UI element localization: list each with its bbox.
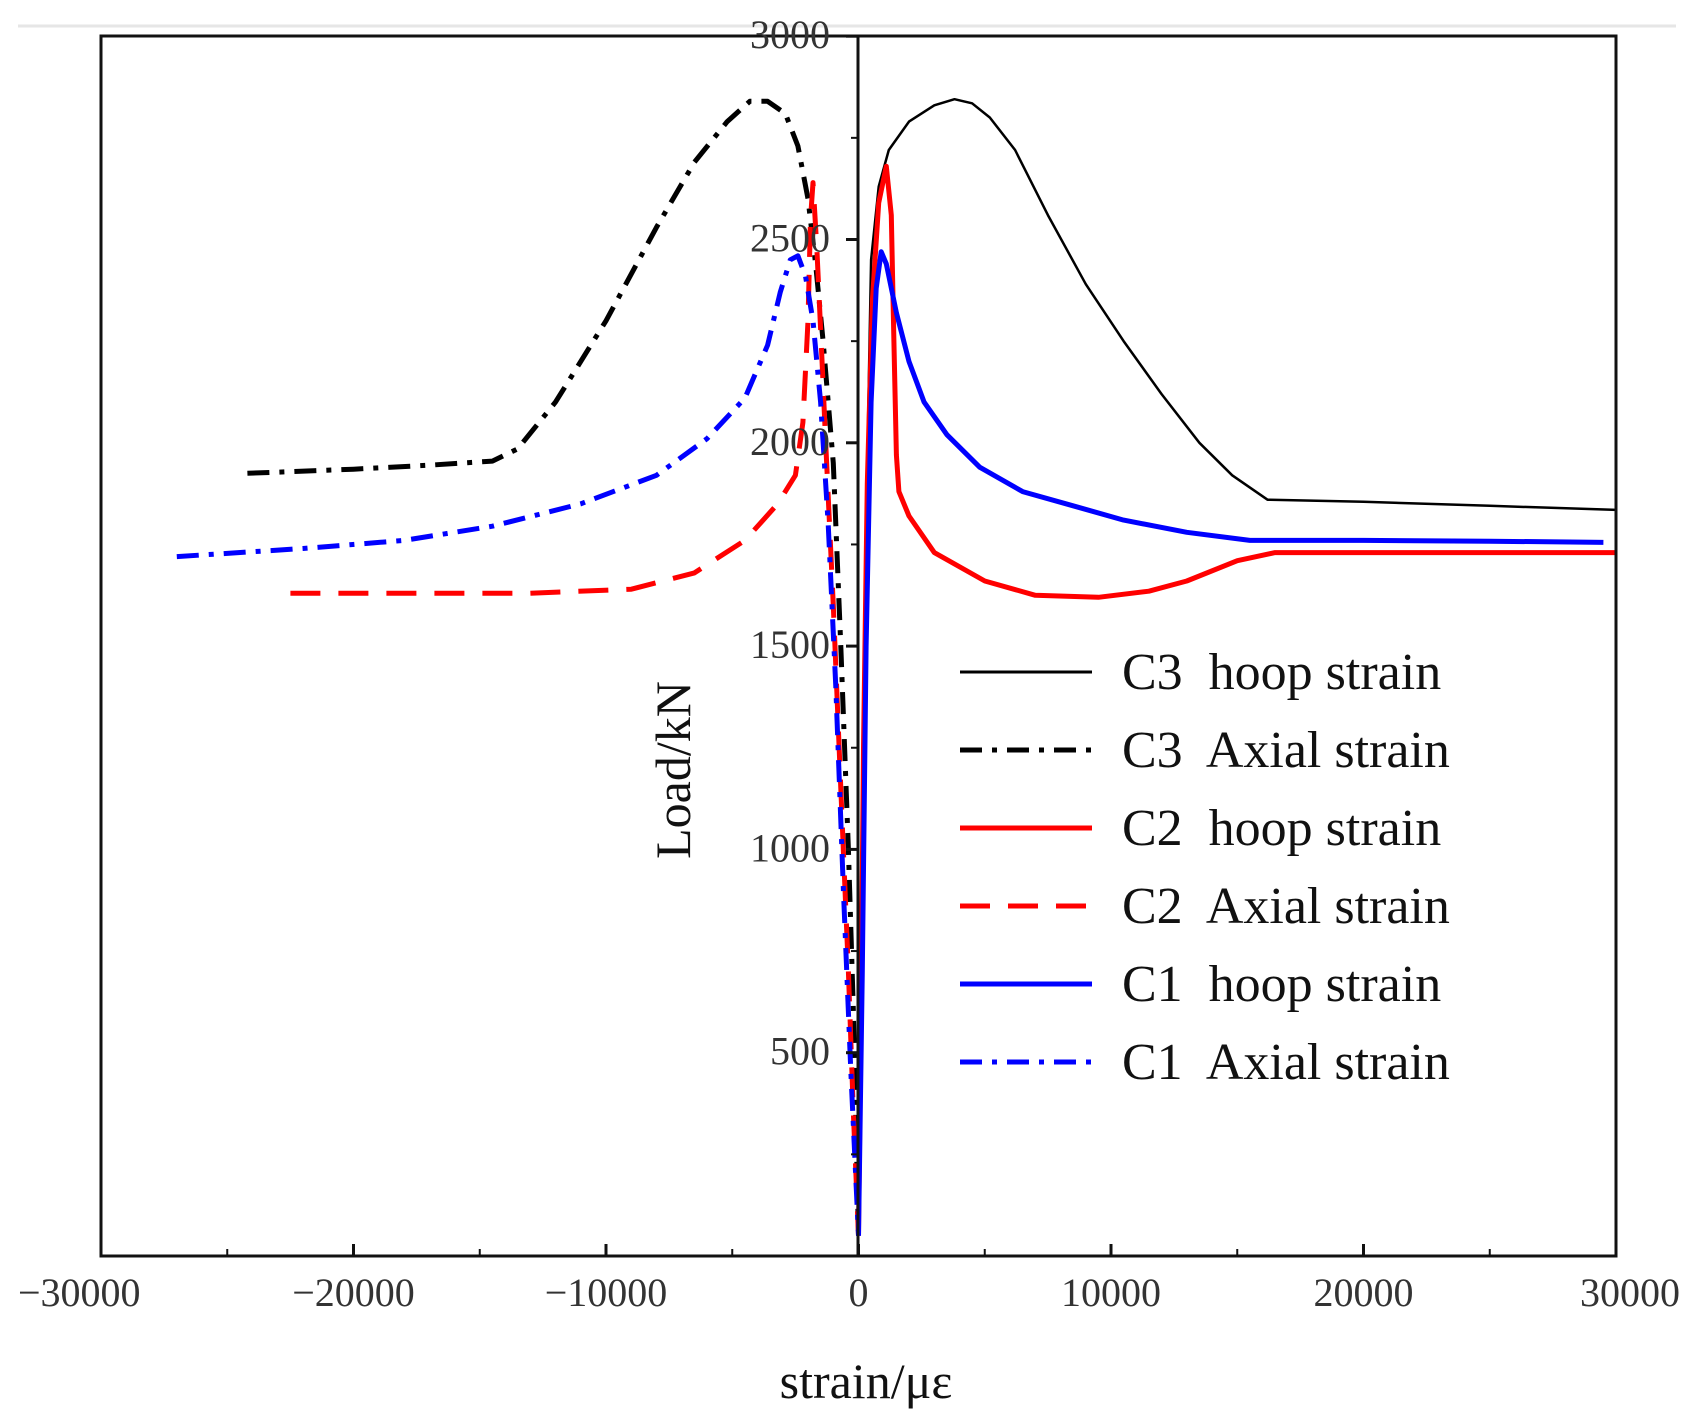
- x-tick-label: −20000: [292, 1270, 415, 1315]
- x-tick-label: 30000: [1580, 1270, 1680, 1315]
- x-tick-label: 10000: [1061, 1270, 1161, 1315]
- x-tick-label: −30000: [18, 1270, 141, 1315]
- x-tick-label: −10000: [545, 1270, 668, 1315]
- y-tick-label: 3000: [750, 12, 830, 57]
- legend-label: C2 Axial strain: [1122, 878, 1450, 935]
- y-tick-label: 2500: [750, 216, 830, 261]
- legend-label: C2 hoop strain: [1122, 800, 1441, 857]
- series-line: [290, 180, 861, 1236]
- series-line: [176, 253, 861, 1236]
- legend-label: C3 Axial strain: [1122, 722, 1450, 779]
- x-tick-label: 0: [849, 1270, 869, 1315]
- y-tick-label: 1500: [750, 622, 830, 667]
- legend-label: C3 hoop strain: [1122, 644, 1441, 701]
- y-tick-label: 2000: [750, 419, 830, 464]
- y-tick-label: 500: [770, 1029, 830, 1074]
- x-axis-title: strain/με: [780, 1353, 953, 1409]
- y-tick-label: 1000: [750, 825, 830, 870]
- x-axis: −30000 −20000 −10000 0 10000 20000 30000: [18, 1244, 1680, 1315]
- legend-label: C1 Axial strain: [1122, 1034, 1450, 1091]
- x-tick-label: 20000: [1314, 1270, 1414, 1315]
- series-line: [856, 249, 1604, 1236]
- legend-label: C1 hoop strain: [1122, 956, 1441, 1013]
- y-axis: 500 1000 1500 2000 2500 3000: [750, 12, 860, 1256]
- series-layer: [176, 97, 1617, 1236]
- y-axis-title: Load/kN: [645, 681, 701, 859]
- legend: C3 hoop strain C3 Axial strain C2 hoop str…: [960, 644, 1450, 1091]
- series-line: [247, 98, 861, 1236]
